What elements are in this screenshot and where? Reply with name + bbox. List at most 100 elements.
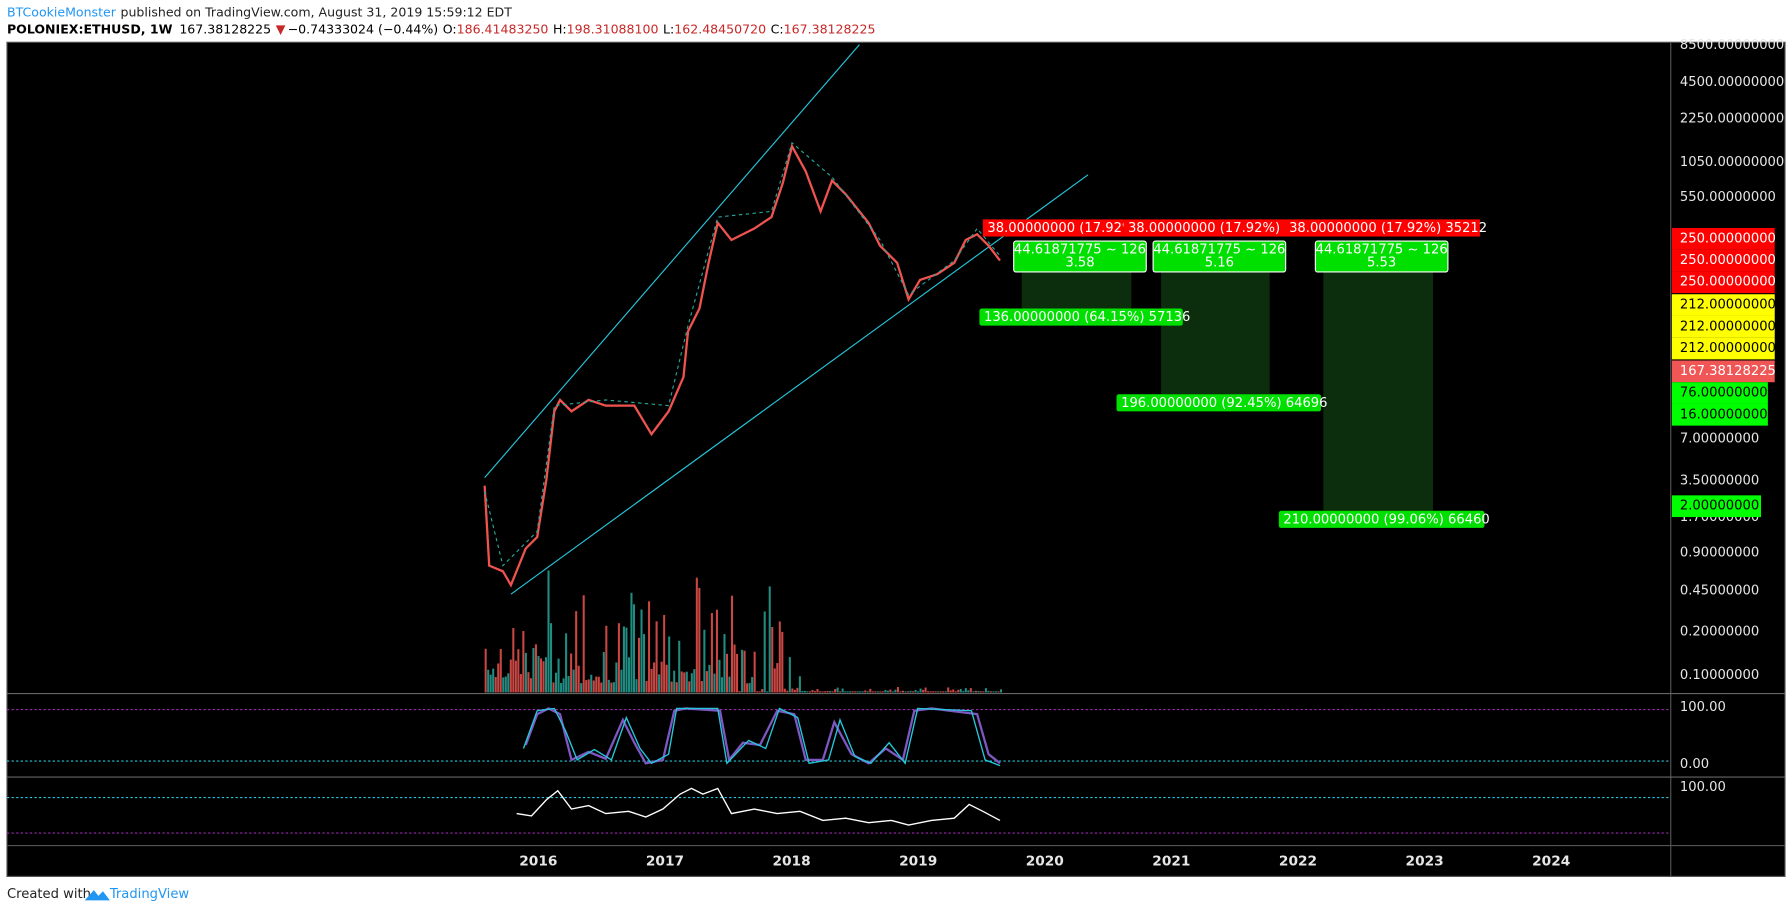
volume-bar — [776, 663, 779, 693]
header-line-2: POLONIEX:ETHUSD, 1W 167.38128225 ▼ −0.74333… — [7, 21, 875, 36]
volume-bar — [818, 691, 822, 693]
price-axis-label: 550.00000000 — [1680, 190, 1776, 205]
volume-bar — [610, 682, 613, 693]
price-badge — [1671, 360, 1775, 383]
target-box — [1116, 394, 1322, 412]
volume-bar — [509, 659, 512, 693]
price-badge — [1671, 495, 1762, 518]
l-label: L: — [663, 21, 674, 36]
volume-bar — [678, 640, 681, 693]
rsi-line — [516, 787, 1001, 826]
volume-bar — [768, 586, 771, 693]
volume-bar — [746, 683, 749, 693]
volume-bar — [534, 644, 537, 693]
volume-bar — [597, 676, 600, 693]
volume-bar — [844, 691, 847, 693]
time-axis-label: 2021 — [1152, 854, 1190, 870]
tradingview-logo — [84, 890, 110, 901]
volume-bar — [796, 687, 799, 693]
price-badge — [1671, 227, 1775, 250]
profit-zone — [1161, 271, 1270, 395]
volume-bar — [670, 681, 673, 693]
price-badge — [1671, 294, 1775, 316]
volume-bar — [710, 613, 713, 693]
volume-bar — [957, 689, 960, 693]
entry-box — [1013, 240, 1147, 273]
volume-bar — [517, 649, 520, 693]
o-label: O: — [443, 21, 457, 36]
ratio-label: 3.58 — [1065, 255, 1094, 270]
volume-bar — [720, 677, 723, 693]
volume-bar — [831, 691, 834, 693]
profit-zone — [1021, 271, 1132, 309]
volume-bar — [622, 626, 625, 693]
entry-label: 44.61871775 ~ 126 — [1014, 243, 1146, 258]
volume-bar — [617, 623, 620, 693]
symbol: POLONIEX:ETHUSD, 1W — [7, 21, 173, 36]
author[interactable]: BTCookieMonster — [7, 4, 117, 19]
volume-bar — [552, 682, 555, 693]
volume-bar — [547, 570, 550, 693]
volume-bar — [698, 587, 701, 693]
volume-bar — [685, 671, 688, 693]
c-value: 167.38128225 — [784, 21, 876, 36]
h-value: 198.31088100 — [567, 21, 659, 36]
price-badge-label: 212.00000000 — [1680, 341, 1776, 356]
price-badge — [1671, 315, 1775, 338]
volume-bar — [944, 691, 947, 693]
footer-brand[interactable]: TradingView — [109, 887, 190, 902]
volume-bar — [607, 679, 610, 693]
time-axis-label: 2023 — [1406, 854, 1444, 870]
volume-bar — [972, 691, 975, 693]
volume-bar — [778, 621, 781, 693]
volume-bar — [512, 628, 515, 693]
volume-bar — [864, 690, 867, 693]
price-axis-label: 0.10000000 — [1680, 668, 1759, 683]
volume-bar — [725, 653, 729, 693]
volume-bar — [497, 663, 500, 693]
price-axis-label: 4500.00000000 — [1680, 75, 1784, 90]
volume-bar — [736, 653, 739, 693]
rsi-axis-label: 100.00 — [1680, 780, 1726, 795]
volume-bar — [756, 691, 759, 693]
volume-bar — [527, 672, 530, 693]
volume-bar — [803, 690, 806, 693]
entry-box — [1314, 240, 1449, 273]
volume-bar — [507, 673, 510, 693]
volume-bar — [592, 680, 595, 693]
volume-bar — [549, 623, 553, 693]
volume-bar — [653, 662, 656, 693]
volume-bar — [869, 688, 872, 693]
price-badge-label: 250.00000000 — [1680, 231, 1776, 246]
volume-bar — [580, 683, 583, 693]
price-path — [483, 143, 1001, 588]
volume-bar — [665, 664, 668, 693]
volume-bar — [977, 691, 980, 693]
price-badge-label: 167.38128225 — [1680, 364, 1776, 379]
l-value: 162.48450720 — [674, 21, 766, 36]
volume-bar — [791, 688, 794, 693]
volume-bar — [793, 689, 796, 693]
volume-bar — [798, 676, 801, 693]
volume-bar — [612, 682, 615, 693]
volume-bar — [979, 691, 982, 693]
stop-label-box — [1284, 219, 1480, 237]
volume-bar — [773, 668, 776, 693]
price-badge-label: 250.00000000 — [1680, 275, 1776, 290]
volume-bar — [730, 595, 734, 693]
volume-bar — [640, 609, 643, 693]
price-axis-label: 1050.00000000 — [1680, 155, 1784, 170]
volume-bar — [859, 691, 862, 693]
volume-bar — [663, 614, 666, 693]
stop-label-box — [982, 219, 1124, 237]
volume-bar — [886, 690, 889, 693]
price-badge — [1671, 403, 1768, 426]
price-axis-label: 0.45000000 — [1680, 583, 1759, 598]
volume-bar — [811, 689, 814, 693]
volume-bar — [947, 687, 950, 693]
time-axis-label: 2024 — [1532, 854, 1570, 870]
volume-bar — [562, 678, 565, 693]
profit-zone — [1323, 271, 1434, 511]
volume-bar — [846, 691, 849, 693]
volume-bar — [771, 626, 774, 693]
